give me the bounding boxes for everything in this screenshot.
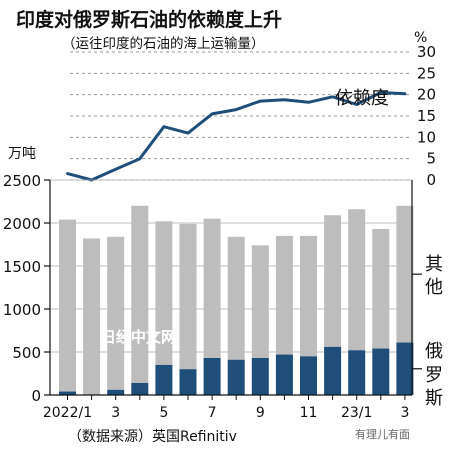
bar-x-ticks: 2022/1 3 5 7 9 11 23/1 3 — [43, 395, 409, 421]
chart-title: 印度对俄罗斯石油的依赖度上升 — [16, 8, 282, 31]
dependency-line — [66, 91, 407, 182]
bar-russia — [251, 358, 269, 395]
bar-russia — [59, 391, 76, 395]
bar-ytick-label: 0 — [31, 387, 41, 405]
line-ytick-label: 20 — [417, 86, 436, 104]
bar-ytick-label: 2000 — [3, 215, 41, 233]
bar-xtick-label: 3 — [111, 405, 120, 421]
bar-other — [275, 235, 293, 355]
bar-other — [324, 215, 342, 347]
bar-other — [348, 209, 366, 351]
bar-xtick-label: 3 — [400, 405, 409, 421]
bar-russia — [227, 359, 245, 395]
bar-russia — [324, 346, 342, 395]
bar-russia — [131, 382, 149, 395]
bar-russia — [348, 350, 366, 395]
watermark: 日经中文网 — [101, 328, 176, 346]
bar-other — [372, 229, 390, 349]
bar-russia — [396, 342, 414, 395]
chart-subtitle: （运往印度的石油的海上运输量） — [62, 36, 265, 52]
line-axis-ticks: 0 5 10 15 20 25 30 — [417, 43, 436, 189]
bar-other — [83, 238, 101, 395]
line-series-label: 依赖度 — [335, 88, 389, 109]
bar-other — [179, 223, 197, 370]
bar-russia — [107, 389, 125, 395]
bar-ytick-label: 2500 — [3, 172, 41, 190]
line-grid — [70, 51, 412, 181]
chart-source: （数据来源）英国Refinitiv — [68, 428, 237, 445]
bar-xtick-label: 23/1 — [341, 405, 372, 421]
bar-other — [227, 236, 245, 360]
legend-char: 斯 — [425, 388, 443, 409]
legend-char: 他 — [425, 277, 443, 298]
corner-watermark: 有理儿有面 — [355, 427, 410, 441]
line-ytick-label: 15 — [417, 107, 436, 125]
bar-ytick-label: 500 — [12, 344, 41, 362]
line-unit: % — [414, 30, 427, 46]
bar-xtick-label: 7 — [208, 405, 217, 421]
bar-other — [131, 205, 149, 383]
bar-other — [59, 219, 76, 392]
bar-unit: 万吨 — [8, 146, 36, 162]
bar-russia — [372, 348, 390, 395]
bars — [59, 205, 414, 395]
line-ytick-label: 30 — [417, 43, 436, 61]
legend-char: 俄 — [425, 341, 443, 362]
line-ytick-label: 25 — [417, 64, 436, 82]
bar-russia — [203, 358, 221, 395]
bar-ytick-label: 1500 — [3, 258, 41, 276]
legend-char: 罗 — [425, 365, 443, 386]
bar-xtick-label: 9 — [256, 405, 265, 421]
bar-russia — [275, 354, 293, 395]
bar-other — [203, 218, 221, 359]
bar-russia — [300, 356, 317, 395]
line-ytick-label: 5 — [426, 150, 436, 168]
bar-other — [396, 205, 414, 343]
bar-other — [251, 245, 269, 359]
bar-xtick-label: 11 — [300, 405, 318, 421]
bar-russia — [155, 364, 173, 395]
line-ytick-label: 10 — [417, 128, 436, 146]
bar-other — [155, 221, 173, 365]
legend-char: 其 — [425, 254, 443, 275]
bar-axis-ticks: 0 500 1000 1500 2000 2500 — [3, 172, 413, 405]
bar-ytick-label: 1000 — [3, 301, 41, 319]
bar-xtick-label: 5 — [159, 405, 168, 421]
line-ytick-label: 0 — [426, 171, 436, 189]
bar-other — [107, 236, 125, 390]
bar-russia — [179, 369, 197, 395]
bar-other — [300, 235, 317, 357]
bar-xtick-label: 2022/1 — [43, 405, 92, 421]
